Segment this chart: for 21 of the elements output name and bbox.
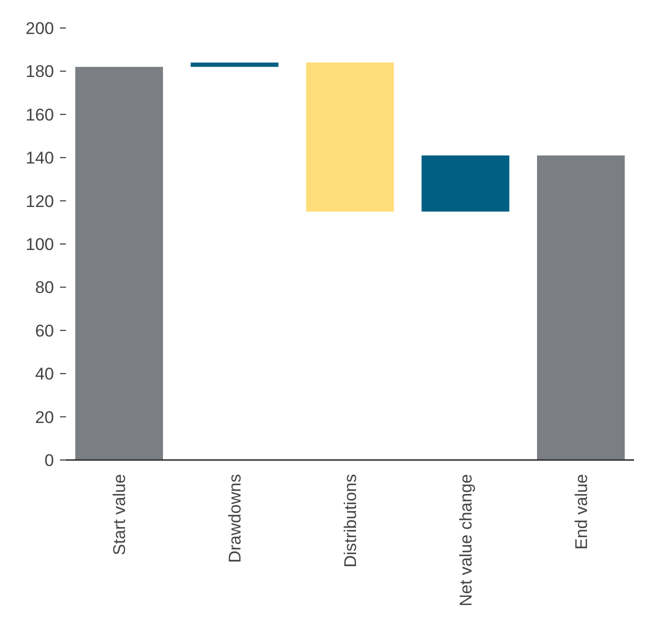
y-tick-label: 0 — [44, 450, 54, 470]
y-tick-label: 60 — [35, 321, 54, 340]
y-tick-label: 180 — [26, 62, 54, 82]
x-tick-label: End value — [572, 474, 591, 550]
y-tick-label: 40 — [35, 364, 54, 384]
y-tick-label: 160 — [26, 105, 54, 124]
bar — [422, 155, 510, 212]
y-tick-label: 20 — [35, 408, 54, 427]
x-tick-label: Net value change — [456, 474, 476, 606]
bar — [75, 66, 163, 460]
y-tick-label: 140 — [26, 148, 54, 168]
bar — [190, 62, 278, 67]
y-tick-label: 100 — [26, 234, 54, 254]
bar — [306, 62, 394, 212]
bar — [537, 155, 625, 460]
y-tick-label: 80 — [35, 278, 54, 298]
x-tick-label: Drawdowns — [226, 474, 245, 563]
x-tick-label: Start value — [110, 474, 130, 556]
y-tick-label: 120 — [26, 192, 54, 211]
x-tick-label: Distributions — [340, 474, 360, 568]
y-tick-label: 200 — [26, 18, 54, 38]
